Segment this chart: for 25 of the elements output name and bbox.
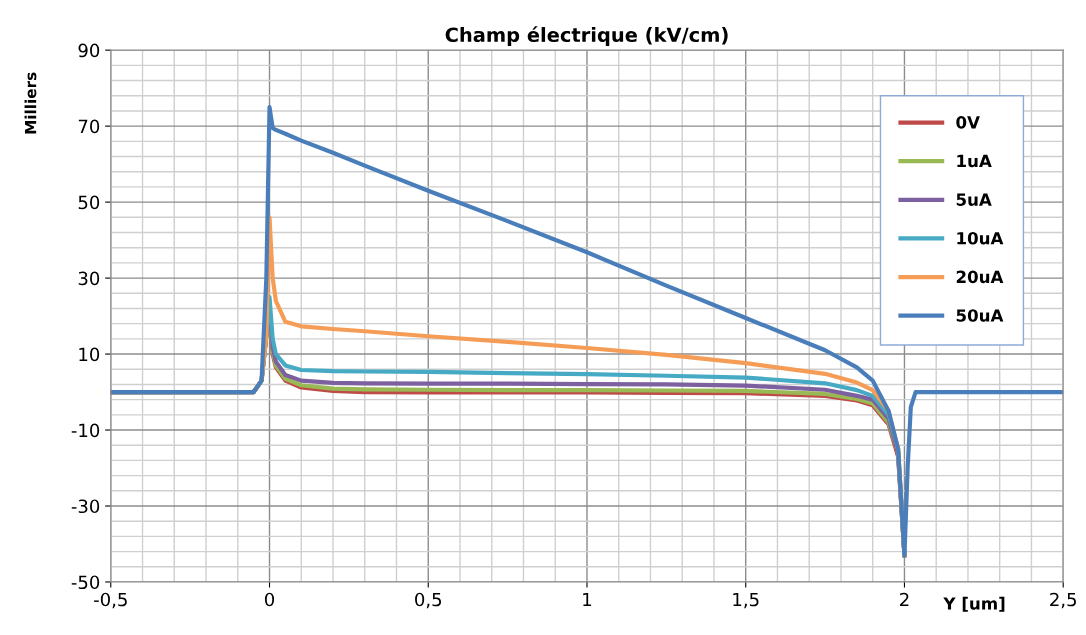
y-tick-label: 90 <box>78 43 100 58</box>
y-tick-label: -10 <box>71 423 100 438</box>
x-tick-label: 2,5 <box>1050 592 1076 609</box>
x-tick-label: 1,5 <box>733 592 759 609</box>
y-axis-title: Milliers <box>24 72 37 134</box>
x-axis-title: Y [um] <box>943 596 1005 612</box>
x-tick-label: 0 <box>264 592 275 607</box>
x-tick-label: -0,5 <box>94 592 127 609</box>
chart-title: Champ électrique (kV/cm) <box>445 26 728 46</box>
legend-label: 1uA <box>957 154 992 168</box>
y-tick-label: 50 <box>78 195 100 210</box>
legend-label: 10uA <box>957 231 1004 245</box>
y-tick-label: 10 <box>79 347 100 362</box>
y-tick-label: -50 <box>71 575 100 590</box>
line-series <box>110 105 1064 558</box>
y-tick-label: -30 <box>71 499 100 514</box>
legend-label: 5uA <box>956 193 992 206</box>
x-tick-label: 0,5 <box>415 592 442 609</box>
legend-label: 0V <box>956 116 980 129</box>
legend-label: 50uA <box>956 309 1004 322</box>
y-tick-label: 70 <box>78 119 100 134</box>
x-tick-label: 2 <box>900 592 909 607</box>
y-tick-label: 30 <box>78 271 100 286</box>
legend-label: 20uA <box>956 270 1004 284</box>
x-tick-label: 1 <box>583 592 592 607</box>
